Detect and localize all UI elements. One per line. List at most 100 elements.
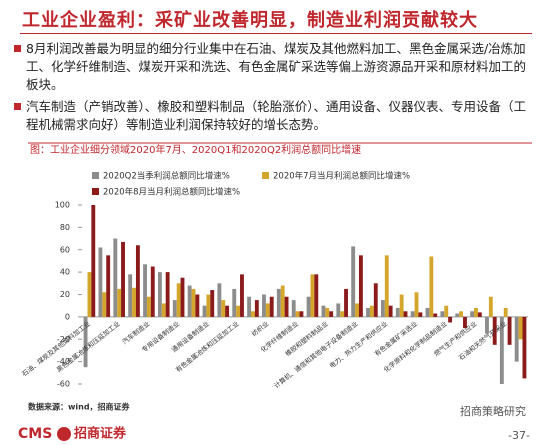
y-tick-label: 100 <box>55 201 70 210</box>
bar <box>488 296 493 317</box>
bar <box>161 303 166 317</box>
bar <box>340 311 345 317</box>
bar <box>202 305 207 317</box>
bar <box>128 274 133 317</box>
y-tick-label: 20 <box>60 290 70 299</box>
bar <box>459 311 464 317</box>
bar <box>143 264 147 317</box>
bar <box>414 292 419 317</box>
y-tick-label: 0 <box>65 312 70 321</box>
legend-label: 2020年7月当月利润总额同比增速% <box>273 171 410 182</box>
bar <box>269 296 274 317</box>
bar <box>418 312 423 317</box>
bar <box>310 274 315 317</box>
bar <box>295 311 300 317</box>
bar <box>165 272 170 317</box>
bar <box>150 266 155 317</box>
bar <box>113 238 118 317</box>
bar <box>83 316 88 368</box>
bar <box>236 305 241 317</box>
bar <box>444 305 449 317</box>
bar <box>358 255 363 317</box>
bar <box>91 205 96 317</box>
bar <box>395 307 400 317</box>
bar <box>221 300 226 317</box>
bar <box>440 311 445 317</box>
company: 招商证券 <box>74 426 127 442</box>
bar <box>499 316 504 384</box>
bar <box>247 296 252 317</box>
y-tick-label: -20 <box>57 335 70 344</box>
bar <box>176 283 181 317</box>
bar <box>180 277 185 317</box>
bar <box>403 311 408 317</box>
title-rule <box>20 33 532 34</box>
bar <box>306 296 311 317</box>
bar <box>369 305 374 317</box>
bar <box>157 272 162 317</box>
y-tick-label: 60 <box>60 245 70 254</box>
bar <box>225 305 230 317</box>
bar <box>232 288 237 317</box>
bar <box>206 294 211 317</box>
bar <box>280 285 285 317</box>
bar <box>121 241 125 317</box>
legend-swatch <box>92 188 99 195</box>
page-number: -37- <box>508 429 530 442</box>
bar <box>321 305 326 317</box>
bar <box>448 316 453 323</box>
bar <box>132 287 136 317</box>
bar <box>425 307 430 317</box>
bar <box>254 300 259 317</box>
bar <box>251 311 255 317</box>
bar <box>477 312 482 317</box>
bar <box>291 300 296 317</box>
bar <box>433 313 438 317</box>
legend-label: 2020Q2当季利润总额同比增速% <box>103 171 230 182</box>
bar <box>470 311 475 317</box>
paragraph: 8月利润改善最为明显的细分行业集中在石油、煤炭及其他燃料加工、黑色金属采选/冶炼… <box>14 40 532 94</box>
bar <box>336 303 341 317</box>
bar <box>265 303 270 317</box>
bar <box>284 296 289 317</box>
legend-swatch <box>262 172 269 179</box>
legend-label: 2020年8月当月利润总额同比增速% <box>103 187 240 198</box>
y-tick-label: -60 <box>57 380 70 389</box>
legend-swatch <box>92 172 99 179</box>
bar <box>474 307 478 317</box>
bar <box>106 255 111 317</box>
x-tick-label: 纺织业 <box>249 319 270 338</box>
bar <box>492 316 497 345</box>
bar <box>522 316 527 379</box>
bar <box>351 246 356 317</box>
bar <box>210 290 215 317</box>
bar <box>195 294 200 317</box>
bar <box>380 300 385 317</box>
bar <box>172 300 177 317</box>
bar <box>262 294 266 317</box>
bar <box>388 305 393 317</box>
bar <box>463 316 467 329</box>
bar <box>366 307 370 317</box>
y-tick-label: 40 <box>60 268 70 277</box>
bar <box>135 245 140 317</box>
bar <box>429 256 434 317</box>
bar <box>98 247 103 317</box>
bar <box>314 274 319 317</box>
bar <box>355 303 359 317</box>
source: 数据来源：wind，招商证券 <box>28 402 131 412</box>
bar <box>217 283 222 317</box>
bar <box>102 292 107 317</box>
bar <box>329 311 334 317</box>
bar <box>503 307 508 317</box>
bar <box>455 313 460 317</box>
bar <box>344 288 348 317</box>
account: 招商策略研究 <box>460 404 526 418</box>
logo: CMS <box>18 426 52 442</box>
bar <box>117 288 122 317</box>
y-tick-label: -40 <box>57 357 70 366</box>
bar <box>325 307 330 317</box>
bar <box>384 255 389 317</box>
